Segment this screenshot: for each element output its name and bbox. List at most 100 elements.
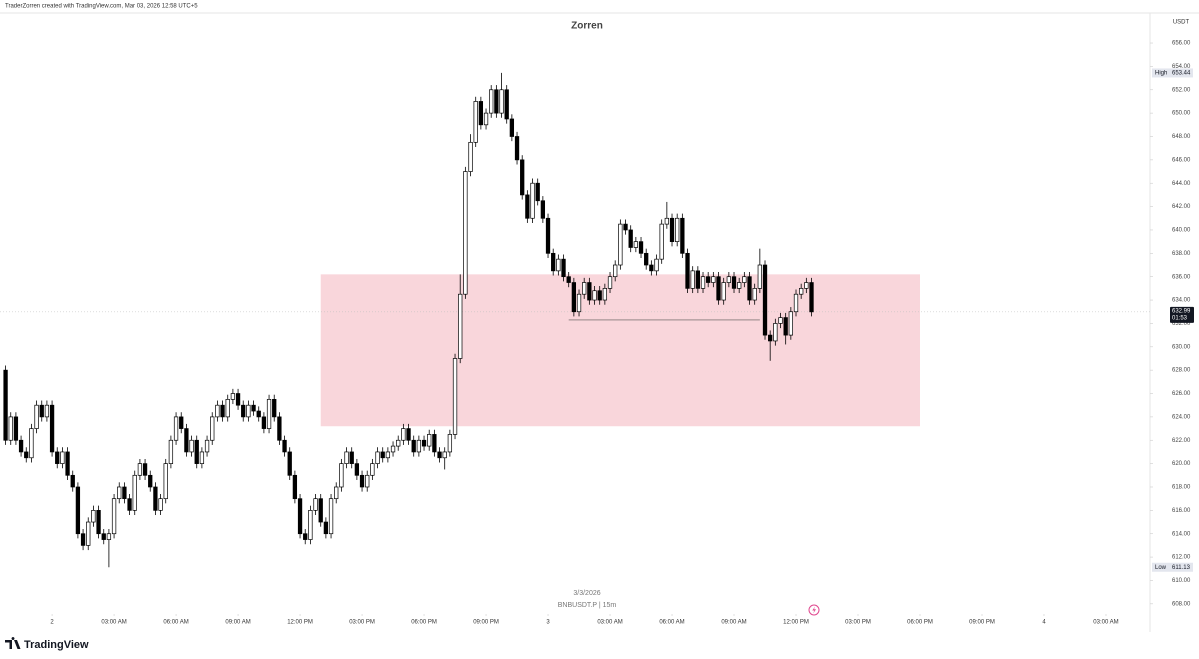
- candle-body: [726, 276, 731, 283]
- marker-name: Low: [1155, 565, 1167, 571]
- alert-bolt[interactable]: [812, 606, 816, 614]
- x-tick-label: 12:00 PM: [783, 620, 809, 626]
- candle-body: [551, 252, 556, 272]
- candle-body: [44, 404, 50, 418]
- candle-body: [716, 276, 721, 301]
- candle-body: [323, 521, 329, 535]
- candle-body: [483, 112, 489, 126]
- y-tick-label: 622.00: [1172, 438, 1191, 444]
- candle-body: [416, 439, 422, 453]
- candle-body: [390, 445, 396, 453]
- candle-body: [91, 510, 96, 523]
- x-tick-label: 4: [1042, 620, 1046, 626]
- candle-body: [427, 434, 432, 447]
- y-tick-label: 632.00: [1172, 321, 1191, 327]
- candle-body: [571, 282, 577, 313]
- x-tick-label: 09:00 AM: [225, 620, 250, 626]
- candle-body: [618, 223, 623, 266]
- symbol-label: BNBUSDT.P | 15m: [558, 602, 617, 609]
- last-price-label: 632.99: [1172, 308, 1191, 314]
- candle-body: [365, 474, 370, 488]
- candle-body: [607, 276, 613, 289]
- candle-body: [349, 451, 354, 464]
- candle-body: [24, 451, 29, 459]
- candle-body: [204, 439, 210, 453]
- zone: [320, 274, 921, 427]
- candle-body: [375, 451, 380, 464]
- candle-body: [241, 404, 246, 418]
- candle-body: [530, 182, 535, 219]
- candle-body: [747, 276, 752, 301]
- y-tick-label: 612.00: [1172, 555, 1191, 561]
- candle-body: [545, 217, 551, 254]
- y-tick-label: 616.00: [1172, 508, 1191, 514]
- y-tick-label: 638.00: [1172, 251, 1191, 257]
- y-tick-label: 642.00: [1172, 204, 1191, 210]
- candle-body: [70, 474, 75, 488]
- candle-body: [65, 451, 70, 476]
- candle-body: [809, 282, 814, 313]
- y-tick-label: 620.00: [1172, 461, 1191, 467]
- candle-body: [742, 276, 747, 283]
- y-tick-label: 654.00: [1172, 64, 1191, 70]
- candle-body: [566, 276, 571, 283]
- candle-body: [266, 399, 272, 429]
- x-tick-label: 03:00 PM: [845, 620, 871, 626]
- candle-body: [111, 498, 117, 535]
- candle-body: [318, 498, 323, 523]
- candle-body: [587, 282, 592, 301]
- header: TraderZorren created with TradingView.co…: [5, 4, 198, 10]
- candle-body: [644, 252, 649, 266]
- candle-body: [13, 416, 19, 441]
- candle-body: [752, 288, 757, 301]
- x-tick-label: 06:00 PM: [907, 620, 933, 626]
- candle-body: [788, 311, 793, 336]
- y-tick-label: 646.00: [1172, 157, 1191, 163]
- candle-body: [127, 498, 132, 511]
- last-price-badge: [1170, 306, 1194, 323]
- candle-body: [235, 393, 241, 406]
- candle-body: [468, 141, 473, 172]
- candle-body: [18, 439, 24, 453]
- candle-body: [711, 276, 716, 283]
- candle-body: [690, 270, 695, 289]
- marker-value: 611.13: [1172, 565, 1191, 571]
- candle-body: [700, 276, 706, 289]
- candle-body: [592, 290, 597, 301]
- x-tick-label: 06:00 AM: [163, 620, 188, 626]
- candle-body: [3, 369, 8, 441]
- candle-body: [421, 439, 427, 447]
- marker-badge: [1152, 68, 1193, 78]
- candle-body: [277, 416, 282, 441]
- candle-body: [261, 416, 267, 429]
- y-tick-label: 628.00: [1172, 368, 1191, 374]
- candle-body: [478, 101, 484, 126]
- candle-body: [623, 223, 628, 231]
- brand-logo: TradingView: [5, 636, 89, 651]
- candle-body: [489, 89, 494, 114]
- candle-body: [29, 428, 34, 459]
- candle-body: [520, 159, 525, 196]
- candle-body: [55, 451, 60, 464]
- candle-body: [106, 533, 112, 540]
- candle-body: [757, 264, 762, 289]
- candle-body: [437, 451, 442, 459]
- candle-body: [685, 252, 690, 289]
- candle-body: [8, 416, 13, 441]
- candle-body: [220, 404, 225, 418]
- alert-icon[interactable]: [808, 604, 820, 616]
- y-tick-label: 614.00: [1172, 531, 1191, 537]
- candle-body: [535, 182, 540, 202]
- candle-body: [525, 194, 530, 219]
- alert-circle[interactable]: [808, 604, 820, 616]
- x-tick-label: 06:00 PM: [411, 620, 437, 626]
- candle-body: [96, 510, 101, 535]
- candle-body: [680, 217, 685, 254]
- candle-body: [230, 393, 236, 400]
- x-tick-label: 09:00 PM: [969, 620, 995, 626]
- x-tick-label: 03:00 AM: [1093, 620, 1118, 626]
- candle-body: [582, 282, 587, 295]
- candle-body: [287, 451, 292, 476]
- candle-body: [225, 399, 230, 418]
